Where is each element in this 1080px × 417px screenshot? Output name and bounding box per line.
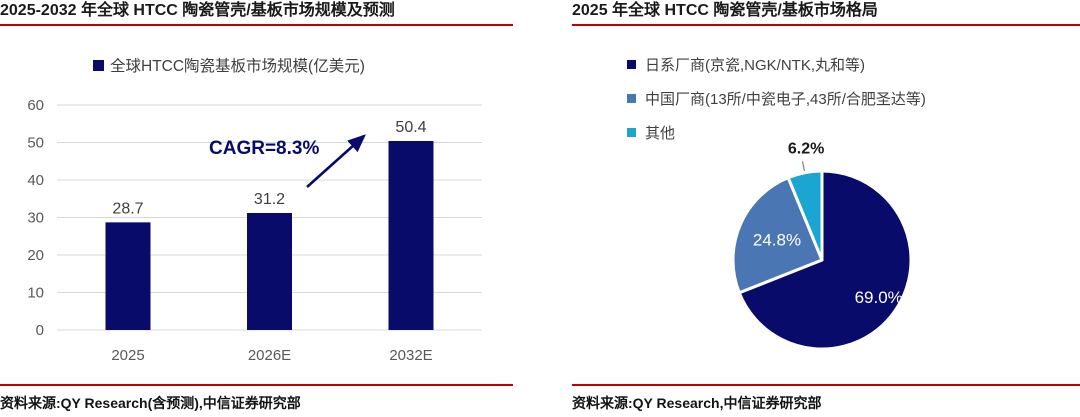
pie-chart-panel: 2025 年全球 HTCC 陶瓷管壳/基板市场格局 日系厂商(京瓷,NGK/NT… [572, 0, 1080, 417]
bar-value-label: 50.4 [395, 119, 426, 136]
x-tick-label: 2025 [111, 347, 144, 364]
legend-row-china: 中国厂商(13所/中瓷电子,43所/合肥圣达等) [627, 88, 926, 108]
pie-chart: 69.0% 24.8% 6.2% [731, 140, 913, 351]
bar-value-label: 28.7 [112, 200, 143, 217]
x-tick-label: 2026E [248, 347, 291, 364]
bar-2026E [247, 213, 292, 330]
y-tick-label: 30 [27, 210, 44, 227]
legend-swatch-navy-icon [627, 59, 636, 69]
pie-chart-title: 2025 年全球 HTCC 陶瓷管壳/基板市场格局 [572, 2, 878, 19]
bar-2032E [388, 141, 434, 330]
pie-label-outside: 6.2% [788, 140, 824, 157]
legend-label-other: 其他 [645, 124, 676, 142]
legend-row-other: 其他 [627, 122, 926, 142]
y-tick-label: 60 [27, 97, 44, 114]
source-block-left: 资料来源:QY Research(含预测),中信证券研究部 [0, 384, 513, 413]
pie-leader-line [801, 161, 805, 172]
pie-label-inside: 24.8% [753, 230, 801, 249]
title-rule-right [572, 24, 1080, 26]
y-tick-label: 50 [27, 135, 44, 152]
bar-legend-label: 全球HTCC陶瓷基板市场规模(亿美元) [110, 57, 365, 75]
pie-label-inside: 69.0% [855, 288, 903, 307]
cagr-arrow-icon [306, 134, 366, 188]
pie-legend: 日系厂商(京瓷,NGK/NTK,丸和等) 中国厂商(13所/中瓷电子,43所/合… [627, 54, 926, 142]
legend-swatch-blue-icon [627, 93, 636, 103]
legend-label-china: 中国厂商(13所/中瓷电子,43所/合肥圣达等) [645, 90, 926, 108]
y-tick-label: 20 [27, 247, 44, 264]
bar-chart-title: 2025-2032 年全球 HTCC 陶瓷管壳/基板市场规模及预测 [0, 2, 395, 19]
legend-swatch-cyan-icon [627, 127, 636, 137]
cagr-annotation: CAGR=8.3% [209, 138, 319, 159]
legend-row-japan: 日系厂商(京瓷,NGK/NTK,丸和等) [627, 54, 926, 74]
y-tick-label: 40 [27, 172, 44, 189]
bar-legend-swatch-icon [93, 60, 104, 71]
title-rule-left [0, 24, 513, 26]
bar-chart-panel: 2025-2032 年全球 HTCC 陶瓷管壳/基板市场规模及预测 0 10 20 3… [0, 0, 513, 417]
source-text-right: 资料来源:QY Research,中信证券研究部 [572, 395, 822, 411]
y-tick-label: 10 [27, 285, 44, 302]
x-tick-label: 2032E [389, 347, 432, 364]
pie-slice-0 [737, 169, 913, 351]
bar-value-label: 31.2 [254, 191, 285, 208]
bar-2025 [105, 222, 151, 330]
y-tick-label: 0 [36, 322, 44, 339]
legend-label-japan: 日系厂商(京瓷,NGK/NTK,丸和等) [645, 56, 865, 74]
bar-chart: 0 10 20 30 40 50 60 28.7 2025 31.2 2026E 50.4 2032E 全… [27, 57, 482, 364]
pie-slice-2 [786, 169, 824, 262]
source-block-right: 资料来源:QY Research,中信证券研究部 [572, 384, 1080, 413]
source-text-left: 资料来源:QY Research(含预测),中信证券研究部 [0, 395, 301, 411]
